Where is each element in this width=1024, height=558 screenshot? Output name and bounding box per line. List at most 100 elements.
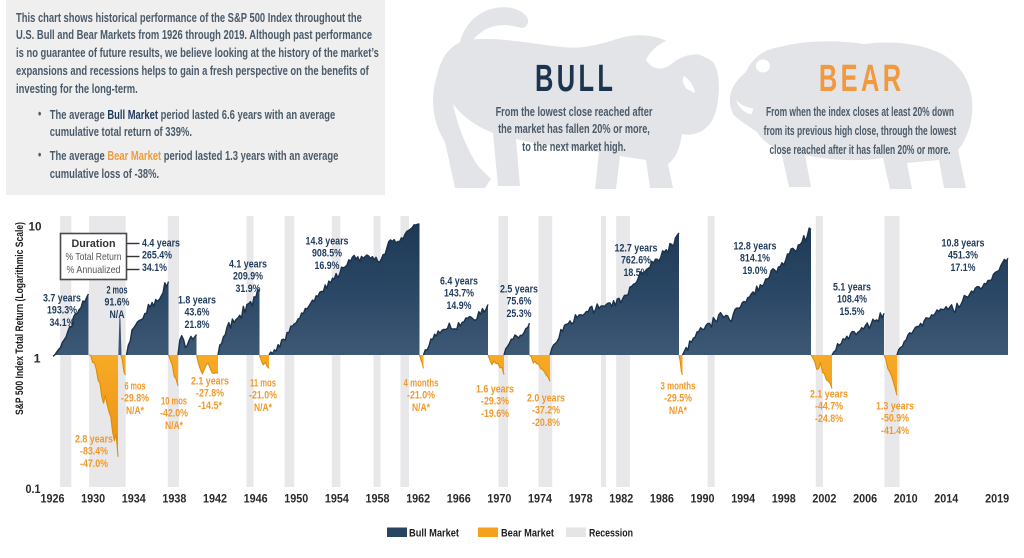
svg-text:1.8 years: 1.8 years — [178, 295, 216, 307]
svg-text:762.6%: 762.6% — [621, 255, 651, 267]
svg-text:1: 1 — [34, 352, 41, 366]
svg-text:2.0 years: 2.0 years — [527, 393, 565, 405]
svg-text:1954: 1954 — [325, 493, 350, 506]
svg-text:1974: 1974 — [528, 493, 553, 506]
svg-text:2.1 years: 2.1 years — [810, 389, 848, 401]
svg-text:1994: 1994 — [731, 493, 756, 506]
svg-text:21.8%: 21.8% — [185, 319, 210, 331]
svg-text:4 months: 4 months — [404, 378, 439, 390]
svg-text:N/A*: N/A* — [165, 420, 184, 432]
svg-text:34.1%: 34.1% — [50, 317, 75, 329]
svg-text:-29.8%: -29.8% — [121, 393, 149, 405]
svg-text:-83.4%: -83.4% — [80, 446, 108, 458]
svg-text:Bull Market: Bull Market — [409, 528, 459, 540]
svg-text:Recession: Recession — [589, 528, 633, 540]
svg-text:-20.8%: -20.8% — [532, 417, 560, 429]
svg-text:5.1 years: 5.1 years — [833, 282, 871, 294]
svg-text:1930: 1930 — [81, 493, 105, 506]
svg-text:1934: 1934 — [122, 493, 147, 506]
svg-text:4.4 years: 4.4 years — [142, 238, 180, 250]
svg-text:2.5 years: 2.5 years — [500, 284, 538, 296]
svg-text:1978: 1978 — [569, 493, 594, 506]
svg-text:1926: 1926 — [41, 493, 66, 506]
svg-text:14.8 years: 14.8 years — [306, 236, 349, 248]
svg-text:1958: 1958 — [366, 493, 391, 506]
svg-text:10: 10 — [29, 220, 42, 234]
svg-text:N/A*: N/A* — [254, 402, 273, 414]
svg-text:N/A*: N/A* — [669, 405, 688, 417]
svg-text:6 mos: 6 mos — [125, 381, 146, 393]
svg-text:43.6%: 43.6% — [185, 307, 210, 319]
svg-text:18.5%: 18.5% — [624, 267, 649, 279]
svg-text:2006: 2006 — [853, 493, 878, 506]
svg-text:143.7%: 143.7% — [444, 288, 474, 300]
svg-text:1.6 years: 1.6 years — [476, 384, 514, 396]
svg-text:-21.0%: -21.0% — [249, 390, 277, 402]
svg-text:1938: 1938 — [162, 493, 187, 506]
svg-text:-14.5*: -14.5* — [198, 400, 223, 412]
svg-text:-29.3%: -29.3% — [481, 396, 509, 408]
svg-text:1.3 years: 1.3 years — [876, 401, 914, 413]
svg-text:3.7 years: 3.7 years — [43, 293, 81, 305]
svg-text:-37.2%: -37.2% — [532, 405, 560, 417]
svg-text:15.5%: 15.5% — [840, 306, 865, 318]
svg-text:908.5%: 908.5% — [312, 248, 342, 260]
svg-text:75.6%: 75.6% — [507, 296, 532, 308]
svg-text:91.6%: 91.6% — [105, 297, 130, 309]
svg-text:-50.9%: -50.9% — [881, 413, 909, 425]
svg-text:-47.0%: -47.0% — [80, 458, 108, 470]
svg-text:1942: 1942 — [203, 493, 227, 506]
svg-text:N/A: N/A — [110, 309, 125, 321]
svg-text:2.1 years: 2.1 years — [191, 376, 229, 388]
svg-text:1982: 1982 — [609, 493, 633, 506]
svg-text:S&P 500 Index Total Return (Lo: S&P 500 Index Total Return (Logarithmic … — [14, 222, 26, 415]
svg-text:-44.7%: -44.7% — [815, 401, 843, 413]
svg-text:265.4%: 265.4% — [142, 250, 172, 262]
svg-text:2019: 2019 — [985, 493, 1010, 506]
svg-text:-19.6%: -19.6% — [481, 408, 509, 420]
svg-text:% Total Return: % Total Return — [66, 252, 122, 263]
svg-text:11 mos: 11 mos — [250, 378, 276, 390]
svg-text:2014: 2014 — [934, 493, 959, 506]
svg-text:19.0%: 19.0% — [743, 265, 768, 277]
svg-text:814.1%: 814.1% — [740, 253, 770, 265]
svg-text:-41.4%: -41.4% — [881, 425, 909, 437]
svg-text:451.3%: 451.3% — [948, 250, 978, 262]
svg-text:17.1%: 17.1% — [951, 262, 976, 274]
svg-text:0.1: 0.1 — [26, 482, 41, 496]
svg-text:193.3%: 193.3% — [47, 305, 77, 317]
svg-text:N/A*: N/A* — [412, 402, 431, 414]
svg-text:1970: 1970 — [487, 493, 511, 506]
svg-text:12.8 years: 12.8 years — [734, 241, 777, 253]
svg-text:Duration: Duration — [72, 238, 116, 250]
svg-text:34.1%: 34.1% — [142, 262, 167, 274]
svg-text:1946: 1946 — [244, 493, 269, 506]
svg-text:2002: 2002 — [812, 493, 836, 506]
svg-text:1986: 1986 — [650, 493, 675, 506]
svg-text:6.4 years: 6.4 years — [440, 276, 478, 288]
svg-text:-42.0%: -42.0% — [160, 408, 188, 420]
svg-text:-24.8%: -24.8% — [815, 413, 843, 425]
svg-text:1990: 1990 — [691, 493, 715, 506]
svg-text:2010: 2010 — [894, 493, 918, 506]
svg-text:4.1 years: 4.1 years — [229, 259, 267, 271]
svg-text:14.9%: 14.9% — [447, 300, 472, 312]
svg-text:16.9%: 16.9% — [315, 260, 340, 272]
svg-text:12.7 years: 12.7 years — [615, 243, 658, 255]
svg-text:10 mos: 10 mos — [161, 396, 187, 408]
svg-text:% Annualized: % Annualized — [67, 265, 121, 276]
svg-text:-27.8%: -27.8% — [196, 388, 224, 400]
svg-text:3 months: 3 months — [661, 381, 696, 393]
svg-text:1950: 1950 — [284, 493, 308, 506]
svg-text:-29.5%: -29.5% — [664, 393, 692, 405]
svg-text:-21.0%: -21.0% — [407, 390, 435, 402]
svg-text:Bear Market: Bear Market — [501, 528, 554, 540]
svg-text:209.9%: 209.9% — [233, 271, 263, 283]
svg-text:31.9%: 31.9% — [236, 283, 261, 295]
svg-text:2.8 years: 2.8 years — [75, 434, 113, 446]
svg-text:1962: 1962 — [406, 493, 430, 506]
svg-text:1998: 1998 — [772, 493, 797, 506]
svg-text:10.8 years: 10.8 years — [942, 238, 985, 250]
svg-text:1966: 1966 — [447, 493, 472, 506]
svg-text:N/A*: N/A* — [126, 405, 145, 417]
